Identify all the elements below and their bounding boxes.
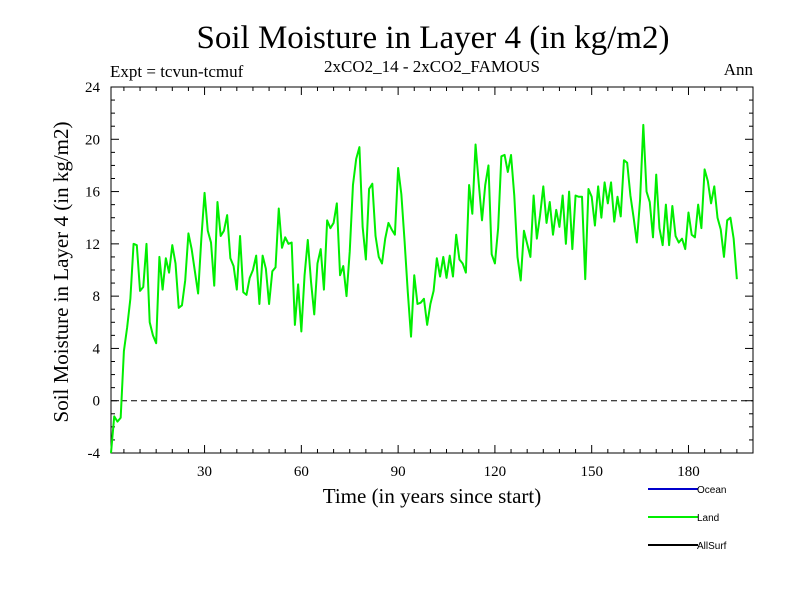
x-tick-label: 120 [484, 464, 507, 480]
x-axis: 30 60 90 120 150 180 [123, 87, 754, 480]
comparison-label: 2xCO2_14 - 2xCO2_FAMOUS [324, 57, 540, 76]
series-layer [110, 123, 753, 454]
x-tick-label: 60 [294, 464, 309, 480]
y-axis: -4 0 4 8 12 16 20 24 [85, 80, 753, 462]
y-tick-label: 24 [85, 80, 101, 96]
y-axis-label: Soil Moisture in Layer 4 (in kg/m2) [49, 122, 73, 423]
y-tick-label: 20 [85, 132, 100, 148]
y-tick-label: 4 [93, 341, 101, 357]
legend-label-land: Land [697, 513, 719, 524]
y-tick-label: 12 [85, 237, 100, 253]
season-label: Ann [724, 60, 754, 79]
y-tick-label: 0 [93, 394, 101, 410]
legend-label-ocean: Ocean [697, 485, 726, 496]
chart-title: Soil Moisture in Layer 4 (in kg/m2) [197, 20, 670, 56]
x-tick-label: 180 [677, 464, 700, 480]
series-line-land [110, 123, 738, 454]
plot-border [110, 86, 754, 454]
x-tick-label: 150 [580, 464, 603, 480]
legend-label-allsurf: AllSurf [697, 541, 727, 552]
experiment-label: Expt = tcvun-tcmuf [110, 62, 244, 81]
y-tick-label: 8 [93, 289, 101, 305]
x-axis-label: Time (in years since start) [323, 484, 542, 508]
y-tick-label: -4 [88, 446, 101, 462]
plot-area [110, 86, 754, 454]
y-tick-label: 16 [85, 185, 101, 201]
x-tick-label: 90 [391, 464, 406, 480]
x-tick-label: 30 [197, 464, 212, 480]
legend: Ocean Land AllSurf [648, 485, 727, 552]
